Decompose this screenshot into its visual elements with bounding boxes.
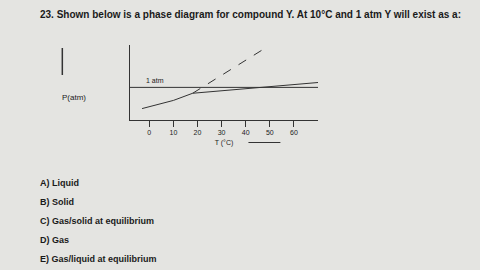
- html-text:A) Liquid: A) Liquid: [40, 178, 79, 188]
- svg-text:0: 0: [147, 129, 151, 136]
- svg-text:50: 50: [266, 129, 274, 136]
- svg-text:60: 60: [290, 129, 298, 136]
- svg-text:1 atm: 1 atm: [146, 77, 164, 84]
- svg-text:30: 30: [218, 129, 226, 136]
- html-text:C) Gas/solid at equilibrium: C) Gas/solid at equilibrium: [40, 216, 154, 226]
- html-text:D) Gas: D) Gas: [40, 235, 69, 245]
- html-text:B) Solid: B) Solid: [40, 197, 74, 207]
- html-text:23. Shown below is a phase dia: 23. Shown below is a phase diagram for c…: [40, 9, 461, 20]
- svg-text:T (°C): T (°C): [215, 139, 234, 147]
- svg-text:10: 10: [169, 129, 177, 136]
- svg-text:20: 20: [194, 129, 202, 136]
- svg-text:P(atm): P(atm): [62, 93, 86, 102]
- svg-text:40: 40: [242, 129, 250, 136]
- html-text:E) Gas/liquid at equilibrium: E) Gas/liquid at equilibrium: [40, 254, 157, 264]
